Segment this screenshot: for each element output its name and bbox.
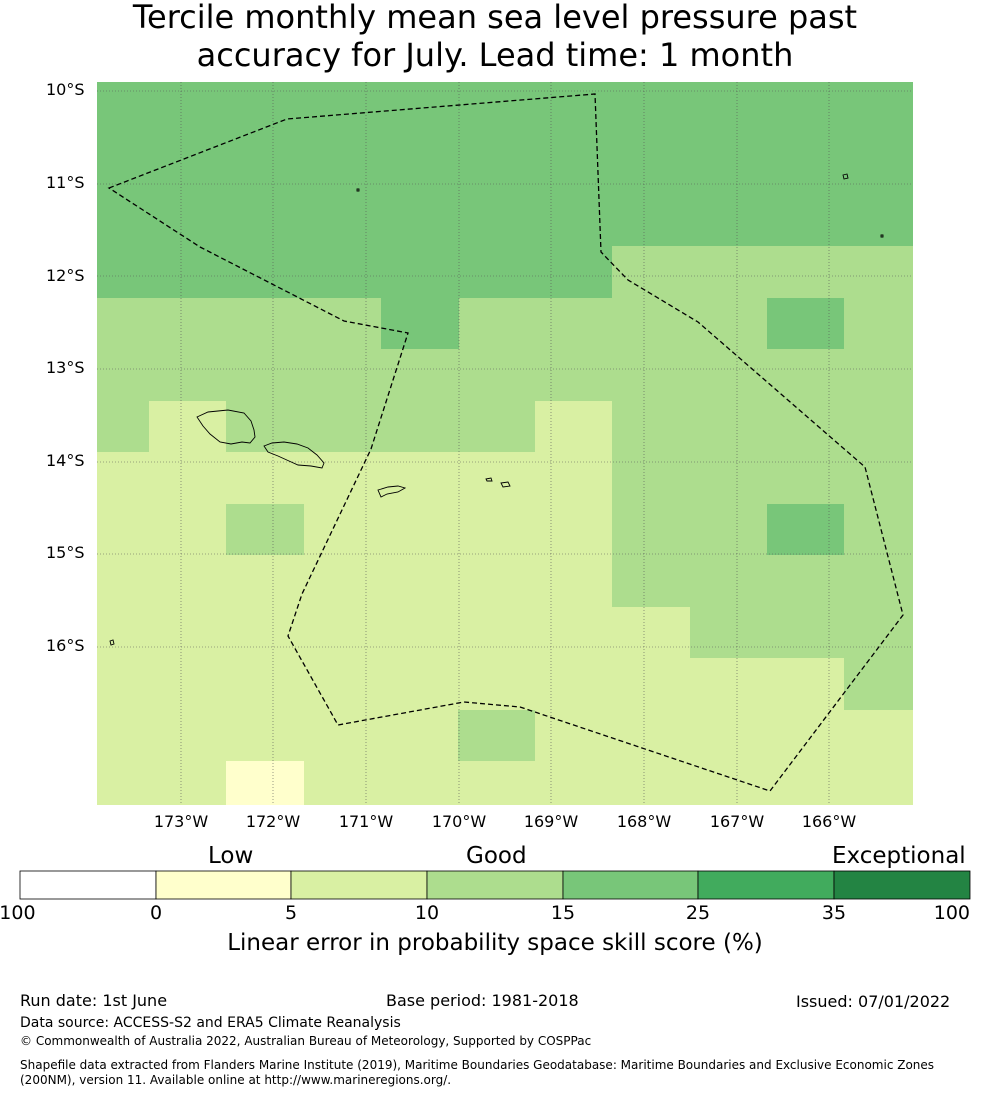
colorbar-tick: 0	[149, 902, 163, 924]
colorbar-segment	[562, 870, 699, 900]
lat-label: 16°S	[46, 636, 85, 655]
lat-label: 14°S	[46, 451, 85, 470]
title-line-1: Tercile monthly mean sea level pressure …	[132, 0, 858, 36]
skill-grid	[97, 82, 913, 805]
grid-cell	[612, 246, 913, 607]
grid-cell	[458, 710, 535, 761]
ofu-island	[485, 477, 493, 482]
grid-cell	[97, 82, 913, 246]
graticule	[97, 82, 913, 805]
base-period: Base period: 1981-2018	[386, 991, 579, 1010]
category-exceptional: Exceptional	[832, 843, 966, 869]
lon-label: 166°W	[801, 812, 857, 831]
colorbar-tick: 25	[685, 902, 711, 924]
lon-label: 171°W	[338, 812, 394, 831]
eez-boundaries	[107, 93, 904, 792]
colorbar-segment	[155, 870, 292, 900]
grid-cell	[767, 504, 844, 555]
lon-label: 173°W	[153, 812, 209, 831]
colorbar	[19, 870, 971, 900]
category-low: Low	[208, 843, 254, 869]
lat-label: 12°S	[46, 266, 85, 285]
savaii-island	[196, 409, 256, 445]
lon-label: 170°W	[431, 812, 487, 831]
issued-date: Issued: 07/01/2022	[796, 992, 951, 1011]
tutuila-island	[377, 485, 407, 498]
grid-cell	[381, 298, 459, 349]
colorbar-segment	[833, 870, 971, 900]
run-date: Run date: 1st June	[20, 991, 168, 1010]
rose-atoll	[109, 639, 115, 646]
category-good: Good	[466, 843, 527, 869]
upolu-island	[263, 441, 325, 469]
swains-island	[842, 173, 849, 180]
colorbar-tick: 35	[821, 902, 847, 924]
data-source: Data source: ACCESS-S2 and ERA5 Climate …	[20, 1015, 401, 1031]
grid-cell	[97, 246, 612, 298]
grid-cell	[226, 761, 304, 805]
grid-cell	[97, 298, 612, 401]
colorbar-tick: 5	[284, 902, 298, 924]
lon-label: 168°W	[616, 812, 672, 831]
grid-cell	[97, 401, 149, 452]
islands	[109, 173, 884, 646]
islet	[880, 234, 884, 238]
tau-island	[500, 481, 511, 488]
colorbar-label: Linear error in probability space skill …	[227, 930, 763, 956]
grid-cell	[767, 298, 844, 349]
colorbar-segment	[697, 870, 835, 900]
lat-label: 10°S	[46, 80, 85, 99]
lat-label: 11°S	[46, 173, 85, 192]
shapefile-credit: Shapefile data extracted from Flanders M…	[20, 1058, 935, 1087]
grid-cell	[690, 607, 913, 658]
lon-label: 169°W	[523, 812, 579, 831]
colorbar-segment	[19, 870, 157, 900]
colorbar-segment	[426, 870, 564, 900]
grid-cell	[844, 658, 913, 710]
lon-label: 172°W	[245, 812, 301, 831]
title-line-2: accuracy for July. Lead time: 1 month	[196, 36, 794, 74]
map-title: Tercile monthly mean sea level pressure …	[0, 0, 990, 74]
grid-cell	[226, 401, 535, 452]
colorbar-tick: -100	[0, 902, 36, 924]
copyright: © Commonwealth of Australia 2022, Austra…	[20, 1034, 592, 1048]
islet	[356, 188, 360, 192]
grid-cell	[226, 504, 304, 555]
colorbar-segment	[290, 870, 428, 900]
colorbar-tick: 10	[414, 902, 440, 924]
lon-label: 167°W	[709, 812, 765, 831]
colorbar-tick: 15	[550, 902, 576, 924]
colorbar-tick: 100	[933, 902, 970, 924]
samoa-eez	[107, 93, 904, 792]
lat-label: 15°S	[46, 543, 85, 562]
lat-label: 13°S	[46, 358, 85, 377]
